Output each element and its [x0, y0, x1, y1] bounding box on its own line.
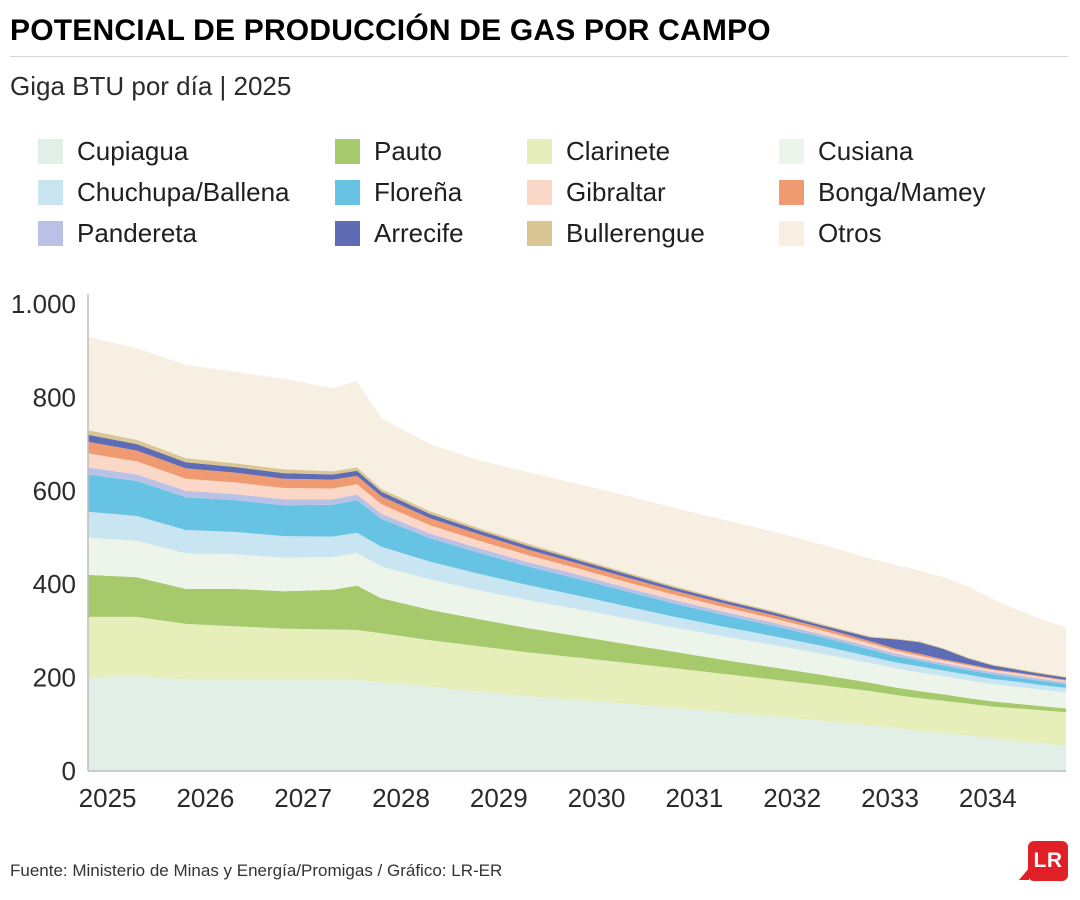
- legend-swatch-pauto: [335, 138, 360, 164]
- x-tick-label: 2033: [861, 783, 919, 813]
- y-tick-label: 0: [62, 756, 76, 786]
- y-tick-label: 600: [33, 476, 76, 506]
- area-cusiana: [88, 537, 1066, 709]
- x-tick-label: 2030: [568, 783, 626, 813]
- x-tick-label: 2034: [959, 783, 1017, 813]
- y-tick-label: 1.000: [11, 289, 76, 319]
- title-divider: [10, 56, 1068, 57]
- legend-label-clarinete: Clarinete: [566, 135, 671, 166]
- y-tick-label: 800: [33, 382, 76, 412]
- legend-label-bullerengue: Bullerengue: [566, 217, 705, 248]
- chart-subtitle: Giga BTU por día | 2025: [10, 71, 292, 101]
- legend-item-gibraltar: Gibraltar: [527, 176, 779, 207]
- y-tick-label: 400: [33, 569, 76, 599]
- area-flore-a: [88, 474, 1066, 688]
- legend-label-arrecife: Arrecife: [374, 217, 464, 248]
- legend-label-bonga-mamey: Bonga/Mamey: [818, 176, 986, 207]
- legend-swatch-clarinete: [527, 138, 552, 164]
- area-pandereta: [88, 467, 1066, 685]
- source-credit: Fuente: Ministerio de Minas y Energía/Pr…: [10, 861, 503, 880]
- area-cupiagua: [88, 675, 1066, 771]
- legend-label-cusiana: Cusiana: [818, 135, 914, 166]
- x-tick-label: 2025: [79, 783, 137, 813]
- y-tick-label: 200: [33, 663, 76, 693]
- page-title: POTENCIAL DE PRODUCCIÓN DE GAS POR CAMPO: [10, 14, 771, 47]
- legend-swatch-bullerengue: [527, 220, 552, 246]
- area-otros: [88, 336, 1066, 677]
- legend-swatch-otros: [779, 220, 804, 246]
- area-pauto: [88, 574, 1066, 713]
- legend-swatch-arrecife: [335, 220, 360, 246]
- legend-swatch-bonga-mamey: [779, 179, 804, 205]
- area-chuchupa-ballena: [88, 511, 1066, 693]
- lr-logo-text: LR: [1033, 849, 1063, 872]
- legend-item-otros: Otros: [779, 217, 1070, 248]
- legend-label-otros: Otros: [818, 217, 882, 248]
- legend-label-pandereta: Pandereta: [77, 217, 197, 248]
- x-tick-label: 2026: [176, 783, 234, 813]
- x-tick-label: 2032: [763, 783, 821, 813]
- legend-item-chuchupa-ballena: Chuchupa/Ballena: [38, 176, 335, 207]
- legend-item-cusiana: Cusiana: [779, 135, 1070, 166]
- legend: Cupiagua Pauto Clarinete Cusiana Chuchupa/Ba…: [38, 135, 1070, 248]
- legend-label-gibraltar: Gibraltar: [566, 176, 666, 207]
- legend-swatch-cupiagua: [38, 138, 63, 164]
- legend-swatch-pandereta: [38, 220, 63, 246]
- footer: Fuente: Ministerio de Minas y Energía/Pr…: [0, 841, 1080, 881]
- stacked-area-chart: 0 200 400 600 800 1.000 2025 2026 2027 2028 2029 20…: [11, 289, 1066, 813]
- legend-label-chuchupa-ballena: Chuchupa/Ballena: [77, 176, 290, 207]
- legend-item-bonga-mamey: Bonga/Mamey: [779, 176, 1070, 207]
- legend-item-flore-a: Floreña: [335, 176, 527, 207]
- legend-swatch-cusiana: [779, 138, 804, 164]
- legend-label-flore-a: Floreña: [374, 176, 463, 207]
- x-tick-label: 2028: [372, 783, 430, 813]
- area-clarinete: [88, 616, 1066, 746]
- legend-item-cupiagua: Cupiagua: [38, 135, 335, 166]
- legend-label-pauto: Pauto: [374, 135, 442, 166]
- infographic: POTENCIAL DE PRODUCCIÓN DE GAS POR CAMPO…: [0, 14, 1080, 881]
- legend-item-clarinete: Clarinete: [527, 135, 779, 166]
- legend-swatch-gibraltar: [527, 179, 552, 205]
- legend-item-arrecife: Arrecife: [335, 217, 527, 248]
- lr-logo: LR: [1019, 841, 1068, 881]
- legend-swatch-flore-a: [335, 179, 360, 205]
- legend-item-pandereta: Pandereta: [38, 217, 335, 248]
- header: POTENCIAL DE PRODUCCIÓN DE GAS POR CAMPO…: [0, 14, 1080, 102]
- legend-item-bullerengue: Bullerengue: [527, 217, 779, 248]
- legend-label-cupiagua: Cupiagua: [77, 135, 189, 166]
- x-tick-label: 2029: [470, 783, 528, 813]
- legend-swatch-chuchupa-ballena: [38, 179, 63, 205]
- x-tick-label: 2027: [274, 783, 332, 813]
- x-tick-label: 2031: [665, 783, 723, 813]
- legend-item-pauto: Pauto: [335, 135, 527, 166]
